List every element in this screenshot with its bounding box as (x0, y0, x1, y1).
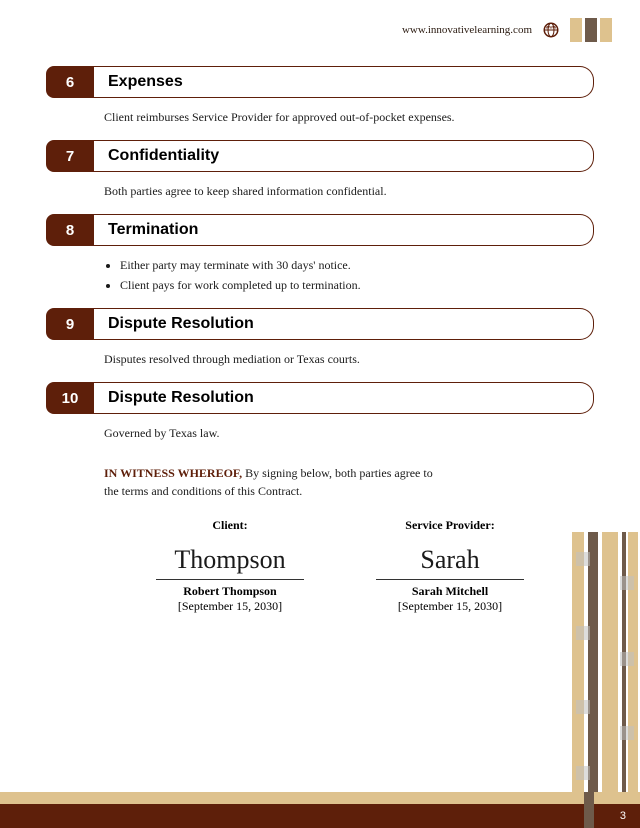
signature-block-provider: Service Provider: Sarah Sarah Mitchell[Sep… (370, 518, 530, 614)
footer-dark-stripe (584, 792, 594, 828)
top-accent-boxes (570, 18, 612, 42)
page-number: 3 (620, 810, 626, 822)
section: 9Dispute Resolution Disputes resolved thr… (46, 308, 594, 368)
decor-square (576, 766, 590, 780)
section-number: 6 (46, 66, 94, 98)
section-body: Client reimburses Service Provider for a… (46, 108, 594, 126)
decor-square (576, 552, 590, 566)
svg-text:WWW: WWW (546, 26, 557, 30)
section: 10Dispute Resolution Governed by Texas la… (46, 382, 594, 442)
section-header: 6Expenses (46, 66, 594, 98)
main-content: 6Expenses Client reimburses Service Provi… (0, 42, 640, 614)
section-header: 8Termination (46, 214, 594, 246)
section-header: 7Confidentiality (46, 140, 594, 172)
section-body: Disputes resolved through mediation or T… (46, 350, 594, 368)
sig-date: [September 15, 2030] (150, 599, 310, 614)
decor-square (620, 726, 634, 740)
sig-script: Thompson (150, 545, 310, 577)
site-url: www.innovativelearning.com (402, 24, 532, 36)
sig-script: Sarah (370, 545, 530, 577)
witness-clause: IN WITNESS WHEREOF, By signing below, bo… (46, 456, 446, 500)
footer-brown-bar: 3 (0, 804, 640, 828)
sig-label: Client: (150, 518, 310, 533)
sig-name: Robert Thompson (150, 584, 310, 599)
page-footer: 3 (0, 792, 640, 828)
section-title: Dispute Resolution (94, 382, 594, 414)
section-title: Expenses (94, 66, 594, 98)
decor-stripe (602, 532, 618, 792)
signature-block-client: Client: Thompson Robert Thompson[September… (150, 518, 310, 614)
decor-square (620, 576, 634, 590)
accent-box (585, 18, 597, 42)
footer-tan-stripe (0, 792, 640, 804)
sig-date: [September 15, 2030] (370, 599, 530, 614)
decor-square (620, 652, 634, 666)
section-number: 8 (46, 214, 94, 246)
section-body: Both parties agree to keep shared inform… (46, 182, 594, 200)
section-header: 10Dispute Resolution (46, 382, 594, 414)
section-title: Termination (94, 214, 594, 246)
section-number: 7 (46, 140, 94, 172)
section: 7Confidentiality Both parties agree to ke… (46, 140, 594, 200)
section-body: Either party may terminate with 30 days'… (46, 256, 594, 294)
sig-line (376, 579, 524, 580)
section-number: 10 (46, 382, 94, 414)
section-header: 9Dispute Resolution (46, 308, 594, 340)
decor-square (576, 626, 590, 640)
section-body: Governed by Texas law. (46, 424, 594, 442)
accent-box (600, 18, 612, 42)
section-title: Confidentiality (94, 140, 594, 172)
www-icon: WWW (542, 21, 560, 39)
decor-stripe (588, 532, 598, 792)
page-header: www.innovativelearning.com WWW (0, 0, 640, 42)
decor-square (576, 700, 590, 714)
section: 8Termination Either party may terminate w… (46, 214, 594, 294)
right-decor (564, 532, 640, 792)
section-number: 9 (46, 308, 94, 340)
sig-name: Sarah Mitchell (370, 584, 530, 599)
bullet-item: Either party may terminate with 30 days'… (120, 256, 594, 274)
sig-label: Service Provider: (370, 518, 530, 533)
sig-line (156, 579, 304, 580)
section: 6Expenses Client reimburses Service Provi… (46, 66, 594, 126)
accent-box (570, 18, 582, 42)
witness-bold: IN WITNESS WHEREOF, (104, 466, 242, 480)
section-title: Dispute Resolution (94, 308, 594, 340)
decor-stripe (572, 532, 584, 792)
bullet-item: Client pays for work completed up to ter… (120, 276, 594, 294)
signatures-row: Client:ThompsonRobert Thompson[September… (46, 518, 594, 614)
